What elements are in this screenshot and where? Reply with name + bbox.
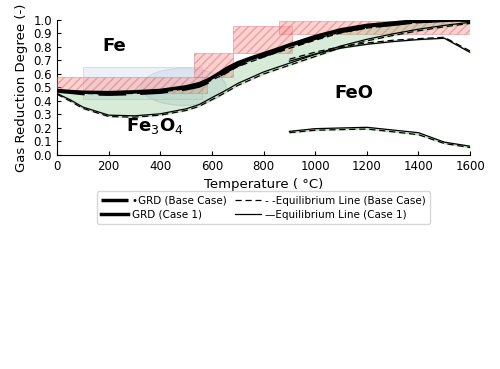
- Y-axis label: Gas Reduction Degree (-): Gas Reduction Degree (-): [15, 3, 28, 172]
- Legend: •GRD (Base Case), GRD (Case 1), - -Equilibrium Line (Base Case), —Equilibrium Li: •GRD (Base Case), GRD (Case 1), - -Equil…: [98, 192, 430, 224]
- Bar: [194, 53, 232, 77]
- Bar: [83, 66, 202, 99]
- Text: FeO: FeO: [334, 84, 374, 102]
- Bar: [279, 21, 470, 34]
- Text: Fe$_3$O$_4$: Fe$_3$O$_4$: [126, 116, 184, 136]
- Text: Fe: Fe: [102, 37, 126, 55]
- Bar: [232, 26, 292, 53]
- X-axis label: Temperature ( °C): Temperature ( °C): [204, 178, 323, 192]
- Bar: [57, 77, 207, 93]
- Ellipse shape: [141, 68, 226, 106]
